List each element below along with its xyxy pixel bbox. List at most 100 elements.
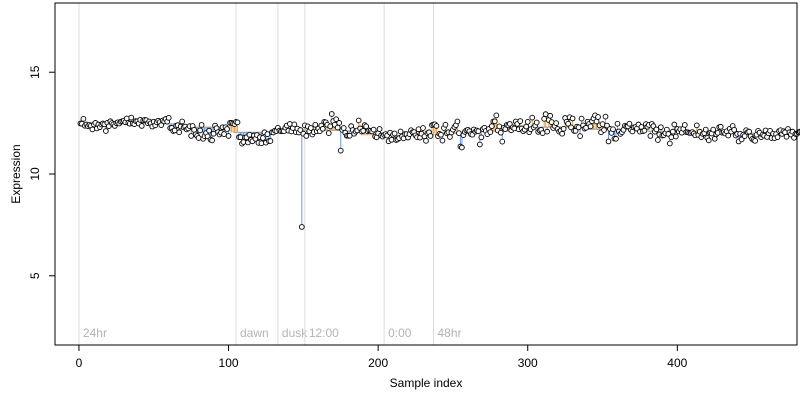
data-point <box>577 133 583 139</box>
data-point <box>438 131 444 138</box>
data-point <box>487 129 494 135</box>
x-tick-label: 200 <box>368 356 388 370</box>
data-point <box>475 128 482 135</box>
data-point <box>493 112 500 119</box>
data-point <box>225 133 232 139</box>
data-point <box>427 133 434 139</box>
data-point <box>746 128 752 135</box>
data-point <box>397 128 404 135</box>
data-point <box>547 112 554 119</box>
data-point <box>524 119 531 125</box>
data-point <box>260 135 266 141</box>
data-point <box>499 138 506 145</box>
data-point <box>328 111 335 117</box>
data-point <box>693 122 700 129</box>
data-point <box>376 126 383 132</box>
data-point <box>529 114 536 121</box>
data-point <box>340 125 347 131</box>
data-point <box>672 133 679 140</box>
phase-label: 48hr <box>437 326 461 340</box>
data-point <box>198 122 205 128</box>
data-point <box>517 118 524 124</box>
y-tick-label: 5 <box>28 272 42 279</box>
data-point <box>258 140 265 147</box>
data-point <box>658 124 664 131</box>
data-point <box>370 126 377 133</box>
data-point <box>165 114 172 121</box>
data-point <box>578 115 585 122</box>
phase-lines: 24hr dawn dusk 12:00 0:00 48hr <box>78 3 462 345</box>
x-tick-label: 400 <box>667 356 687 370</box>
data-point <box>433 123 440 129</box>
data-point <box>653 126 660 133</box>
data-point <box>224 126 230 132</box>
data-point <box>717 123 724 130</box>
data-point <box>741 133 748 139</box>
data-point <box>454 118 461 125</box>
data-point <box>605 138 612 145</box>
data-point <box>355 117 362 124</box>
data-point <box>523 123 530 130</box>
data-point <box>610 126 616 133</box>
point-layer <box>77 111 800 230</box>
data-point <box>477 141 483 148</box>
data-point <box>334 124 341 131</box>
data-point <box>705 137 712 144</box>
data-point <box>298 224 305 230</box>
data-point <box>346 132 353 139</box>
data-point <box>442 121 449 128</box>
data-point <box>456 130 462 136</box>
data-point <box>89 126 96 133</box>
data-point <box>312 121 319 128</box>
data-point <box>702 126 709 133</box>
x-tick-label: 0 <box>76 356 83 370</box>
data-point <box>641 127 648 134</box>
phase-label: 24hr <box>83 326 107 340</box>
data-point <box>602 113 609 120</box>
data-point <box>195 135 202 141</box>
data-point <box>488 123 495 130</box>
data-point <box>613 135 619 142</box>
x-tick-label: 100 <box>219 356 239 370</box>
axis-layer: 0 100 200 300 400 5 10 15 <box>28 2 798 370</box>
data-point <box>297 127 304 133</box>
data-point <box>246 131 253 138</box>
data-point <box>774 134 781 141</box>
data-point <box>439 137 446 144</box>
y-tick-label: 15 <box>28 65 42 79</box>
data-point <box>604 122 610 129</box>
x-axis-label: Sample index <box>390 376 463 390</box>
data-point <box>565 120 571 127</box>
data-point <box>671 121 678 128</box>
data-point <box>666 140 673 147</box>
y-axis-label: Expression <box>9 144 23 203</box>
data-point <box>363 123 370 130</box>
data-point <box>497 129 504 136</box>
data-point <box>336 120 343 126</box>
phase-label: dusk <box>282 326 308 340</box>
data-point <box>103 128 109 134</box>
data-point <box>575 124 582 131</box>
data-point <box>559 130 565 137</box>
phase-label: 12:00 <box>309 326 339 340</box>
data-point <box>291 121 298 128</box>
data-point <box>267 138 274 144</box>
data-point <box>179 118 186 125</box>
data-point <box>752 137 758 144</box>
data-point <box>595 114 601 120</box>
data-point <box>568 124 574 131</box>
phase-label: dawn <box>240 326 269 340</box>
data-point <box>668 134 675 141</box>
data-point <box>681 122 688 128</box>
data-point <box>319 125 326 132</box>
data-point <box>626 120 633 127</box>
data-point <box>506 121 513 127</box>
data-point <box>669 128 676 135</box>
data-point <box>307 125 314 131</box>
data-point <box>337 147 344 154</box>
data-point <box>209 137 215 144</box>
data-point <box>197 127 203 134</box>
data-point <box>303 133 310 139</box>
